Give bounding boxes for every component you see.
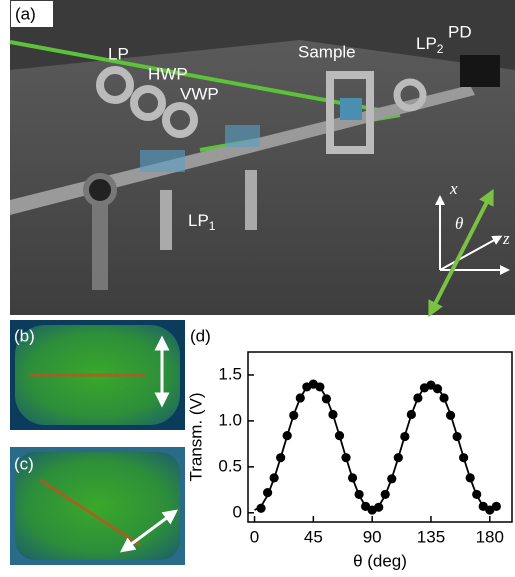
axis-label: x (449, 179, 458, 198)
axis-label: z (502, 229, 510, 248)
component-label: Sample (298, 42, 356, 61)
panel-label: (a) (15, 4, 36, 23)
x-tick-label: 90 (363, 527, 382, 546)
subscript: 2 (437, 42, 444, 56)
component-label: HWP (148, 64, 188, 83)
page: (a) LP HWP VWP Sample LP2 PD LP1 x θ z (… (0, 0, 515, 577)
x-tick-label: 135 (417, 527, 445, 546)
component-label: VWP (180, 84, 219, 103)
fit-line (255, 383, 497, 510)
polarizer (225, 125, 260, 147)
subscript: 1 (209, 219, 216, 233)
y-axis-label: Transm. (V) (186, 392, 205, 481)
x-tick-label: 45 (304, 527, 323, 546)
chart: 0 45 90 135 180 0 0.5 1.0 1.5 θ (deg) Transm. (V) (186, 352, 512, 570)
panel-c: (c) (10, 447, 185, 565)
component-label: PD (448, 22, 472, 41)
panel-label: (b) (14, 326, 35, 345)
post (245, 170, 257, 230)
post (92, 205, 108, 290)
y-tick-label: 0 (233, 502, 242, 521)
y-tick-label: 1.5 (218, 364, 242, 383)
y-tick-label: 0.5 (218, 456, 242, 475)
mount (86, 176, 114, 204)
axis-label: θ (455, 214, 463, 233)
x-axis-label: θ (deg) (353, 551, 407, 570)
detector (460, 55, 500, 87)
y-tick-label: 1.0 (218, 410, 242, 429)
panel-label: (d) (190, 326, 211, 345)
x-tick-label: 180 (476, 527, 504, 546)
figure: (a) LP HWP VWP Sample LP2 PD LP1 x θ z (… (0, 0, 515, 577)
x-tick-label: 0 (250, 527, 259, 546)
panel-label: (c) (14, 454, 34, 473)
texture (15, 452, 180, 560)
component-label: LP (108, 44, 129, 63)
polarizer (140, 150, 185, 172)
sample (340, 98, 362, 120)
post (160, 190, 172, 250)
component-text: LP (188, 211, 209, 230)
component-text: LP (416, 34, 437, 53)
panel-b: (b) (10, 320, 185, 430)
panel-a: (a) LP HWP VWP Sample LP2 PD LP1 x θ z (10, 0, 515, 315)
table (10, 40, 515, 315)
